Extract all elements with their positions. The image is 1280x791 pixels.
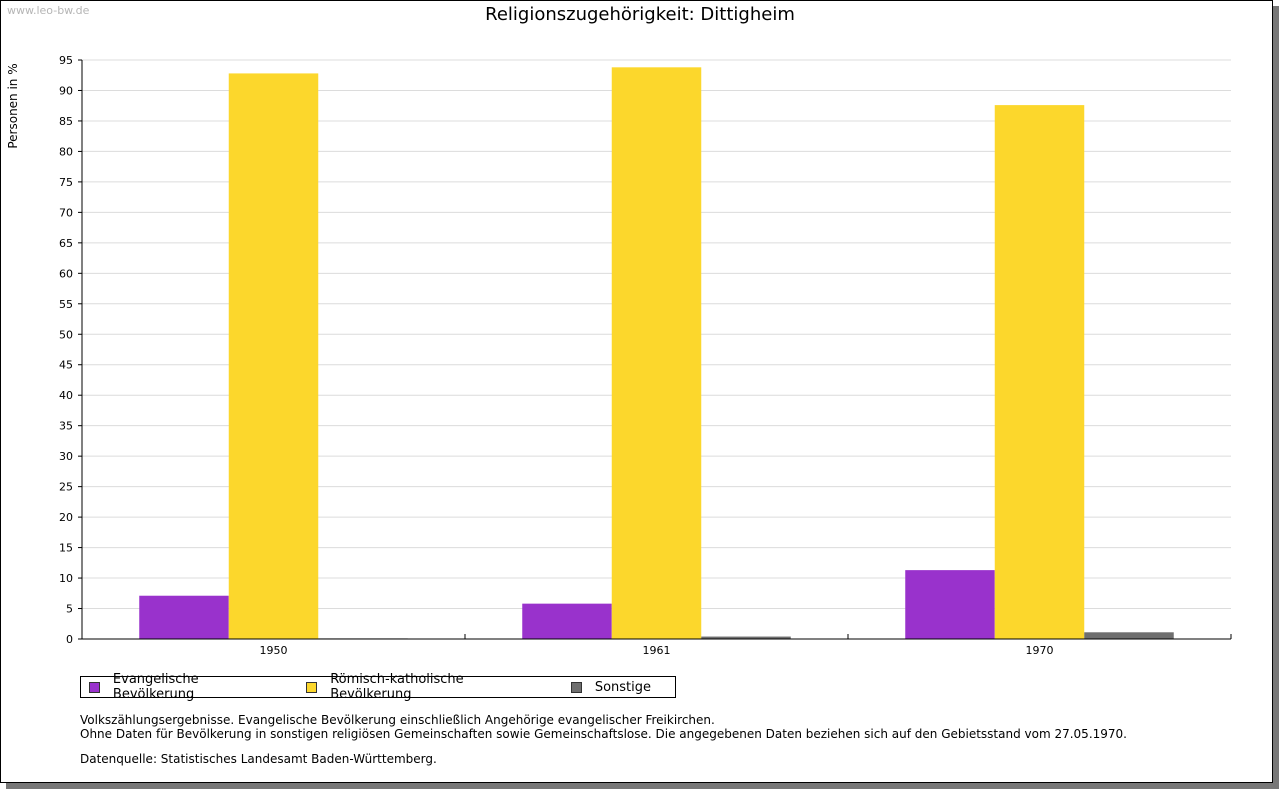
y-tick-label-20: 20 (59, 511, 73, 524)
y-tick-label-90: 90 (59, 84, 73, 97)
y-tick-label-75: 75 (59, 176, 73, 189)
y-tick-label-80: 80 (59, 145, 73, 158)
bar-1950-series-1 (228, 73, 319, 639)
x-tick-label-1950: 1950 (260, 644, 288, 657)
bar-1970-series-2 (1084, 632, 1174, 639)
x-tick-label-1961: 1961 (643, 644, 671, 657)
x-tick-label-1970: 1970 (1026, 644, 1054, 657)
y-tick-label-45: 45 (59, 359, 73, 372)
data-source: Datenquelle: Statistisches Landesamt Bad… (80, 752, 437, 766)
y-tick-label-55: 55 (59, 298, 73, 311)
y-tick-label-65: 65 (59, 237, 73, 250)
bar-1950-series-0 (139, 595, 229, 639)
note-line-2: Ohne Daten für Bevölkerung in sonstigen … (80, 727, 1127, 741)
frame-shadow-bottom (6, 783, 1279, 789)
legend-item-sonstige: Sonstige (570, 679, 651, 695)
y-tick-label-85: 85 (59, 115, 73, 128)
y-tick-label-0: 0 (66, 633, 73, 646)
y-tick-label-30: 30 (59, 450, 73, 463)
y-tick-label-15: 15 (59, 542, 73, 555)
y-tick-label-35: 35 (59, 420, 73, 433)
bar-1961-series-2 (701, 636, 791, 639)
bar-1961-series-1 (611, 67, 702, 640)
chart-notes: Volkszählungsergebnisse. Evangelische Be… (80, 713, 1127, 741)
y-tick-label-25: 25 (59, 481, 73, 494)
bar-1970-series-0 (905, 570, 995, 639)
y-tick-label-10: 10 (59, 572, 73, 585)
chart-title: Religionszugehörigkeit: Dittigheim (485, 4, 795, 25)
frame-shadow-right (1273, 6, 1279, 789)
y-tick-label-60: 60 (59, 267, 73, 280)
legend-label-evangelisch: Evangelische Bevölkerung (112, 672, 199, 702)
y-tick-label-5: 5 (66, 603, 73, 616)
y-tick-label-50: 50 (59, 328, 73, 341)
legend-swatch-katholisch (306, 681, 318, 693)
legend-item-katholisch: Römisch-katholische Bevölkerung (306, 672, 547, 702)
note-line-1: Volkszählungsergebnisse. Evangelische Be… (80, 713, 715, 727)
legend-item-evangelisch: Evangelische Bevölkerung (89, 672, 282, 702)
bar-1970-series-1 (994, 105, 1085, 639)
legend-swatch-sonstige (570, 681, 582, 693)
watermark: www.leo-bw.de (7, 4, 90, 17)
bar-1961-series-0 (522, 603, 612, 639)
y-tick-label-70: 70 (59, 206, 73, 219)
y-tick-label-40: 40 (59, 389, 73, 402)
y-tick-label-95: 95 (59, 54, 73, 67)
legend-label-sonstige: Sonstige (594, 679, 651, 695)
legend: Evangelische Bevölkerung Römisch-katholi… (80, 672, 676, 702)
legend-swatch-evangelisch (89, 681, 100, 693)
legend-label-katholisch: Römisch-katholische Bevölkerung (330, 672, 464, 702)
